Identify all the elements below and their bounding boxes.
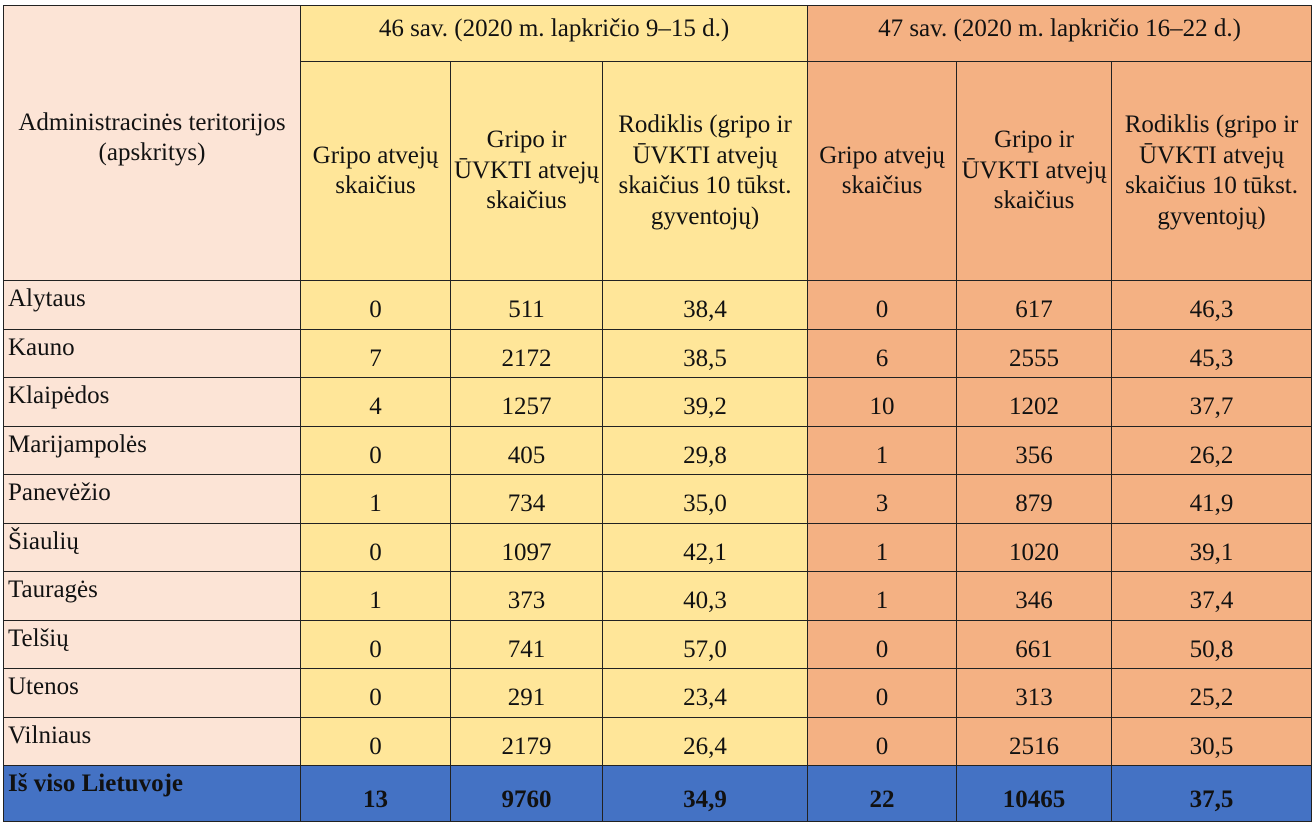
w47-value-cell: 26,2 xyxy=(1111,425,1313,475)
w47-value-cell: 356 xyxy=(956,425,1113,475)
table-row: Šiaulių 0 1097 42,1 1 1020 39,1 xyxy=(3,522,1313,572)
table-row: Tauragės 1 373 40,3 1 346 37,4 xyxy=(3,571,1313,621)
w46-value-cell: 40,3 xyxy=(601,571,809,621)
table-row: Kauno 7 2172 38,5 6 2555 45,3 xyxy=(3,328,1313,378)
table-row: Marijampolės 0 405 29,8 1 356 26,2 xyxy=(3,425,1313,475)
w47-value-cell: 6 xyxy=(807,328,958,378)
w47-value-cell: 50,8 xyxy=(1111,619,1313,669)
w47-value-cell: 1202 xyxy=(956,377,1113,427)
w47-value-cell: 617 xyxy=(956,280,1113,330)
w46-value-cell: 1097 xyxy=(450,522,603,572)
w47-flu-cases-header: Gripo atvejų skaičius xyxy=(807,61,958,281)
w46-value-cell: 1 xyxy=(300,571,451,621)
w46-rate-header: Rodiklis (gripo ir ŪVKTI atvejų skaičius… xyxy=(601,61,809,281)
w47-value-cell: 1020 xyxy=(956,522,1113,572)
w47-value-cell: 39,1 xyxy=(1111,522,1313,572)
w46-value-cell: 0 xyxy=(300,280,451,330)
total-w47-value-cell: 37,5 xyxy=(1111,765,1313,822)
w47-value-cell: 30,5 xyxy=(1111,716,1313,766)
region-name-cell: Marijampolės xyxy=(3,425,301,475)
table-row: Klaipėdos 4 1257 39,2 10 1202 37,7 xyxy=(3,377,1313,427)
w47-value-cell: 41,9 xyxy=(1111,474,1313,524)
w47-value-cell: 2516 xyxy=(956,716,1113,766)
table-row: Telšių 0 741 57,0 0 661 50,8 xyxy=(3,619,1313,669)
region-name-cell: Šiaulių xyxy=(3,522,301,572)
w46-value-cell: 0 xyxy=(300,619,451,669)
w46-value-cell: 373 xyxy=(450,571,603,621)
w47-value-cell: 1 xyxy=(807,425,958,475)
region-name-cell: Kauno xyxy=(3,328,301,378)
w46-value-cell: 405 xyxy=(450,425,603,475)
region-name-cell: Tauragės xyxy=(3,571,301,621)
w47-flu-ari-cases-header: Gripo ir ŪVKTI atvejų skaičius xyxy=(956,61,1113,281)
w46-value-cell: 1 xyxy=(300,474,451,524)
w46-value-cell: 38,5 xyxy=(601,328,809,378)
w46-value-cell: 734 xyxy=(450,474,603,524)
total-w46-value-cell: 9760 xyxy=(450,765,603,822)
total-w47-value-cell: 22 xyxy=(807,765,958,822)
w47-value-cell: 3 xyxy=(807,474,958,524)
w46-value-cell: 511 xyxy=(450,280,603,330)
total-w47-value-cell: 10465 xyxy=(956,765,1113,822)
flu-statistics-table: Administracinės teritorijos (apskritys) … xyxy=(3,5,1313,822)
total-w46-value-cell: 13 xyxy=(300,765,451,822)
week46-header: 46 sav. (2020 m. lapkričio 9–15 d.) xyxy=(299,5,809,62)
w46-value-cell: 42,1 xyxy=(601,522,809,572)
table-row: Alytaus 0 511 38,4 0 617 46,3 xyxy=(3,280,1313,330)
region-name-cell: Panevėžio xyxy=(3,474,301,524)
w46-value-cell: 0 xyxy=(300,425,451,475)
table-row: Utenos 0 291 23,4 0 313 25,2 xyxy=(3,668,1313,718)
w46-value-cell: 2179 xyxy=(450,716,603,766)
region-name-cell: Utenos xyxy=(3,668,301,718)
w47-value-cell: 45,3 xyxy=(1111,328,1313,378)
w46-value-cell: 1257 xyxy=(450,377,603,427)
w47-value-cell: 0 xyxy=(807,716,958,766)
w46-value-cell: 0 xyxy=(300,716,451,766)
w46-flu-cases-header: Gripo atvejų skaičius xyxy=(300,61,451,281)
table-body: Alytaus 0 511 38,4 0 617 46,3 Kauno 7 2172 38,5 6 25… xyxy=(3,280,1313,822)
total-row: Iš viso Lietuvoje 13 9760 34,9 22 10465 37,5 xyxy=(3,765,1313,822)
table-row: Vilniaus 0 2179 26,4 0 2516 30,5 xyxy=(3,716,1313,766)
w47-rate-header: Rodiklis (gripo ir ŪVKTI atvejų skaičius… xyxy=(1111,61,1313,281)
w47-value-cell: 661 xyxy=(956,619,1113,669)
w47-value-cell: 346 xyxy=(956,571,1113,621)
region-name-cell: Klaipėdos xyxy=(3,377,301,427)
w47-value-cell: 0 xyxy=(807,280,958,330)
w46-value-cell: 2172 xyxy=(450,328,603,378)
w46-value-cell: 7 xyxy=(300,328,451,378)
w46-flu-ari-cases-header: Gripo ir ŪVKTI atvejų skaičius xyxy=(450,61,603,281)
w46-value-cell: 35,0 xyxy=(601,474,809,524)
w47-value-cell: 37,4 xyxy=(1111,571,1313,621)
w46-value-cell: 38,4 xyxy=(601,280,809,330)
w46-value-cell: 291 xyxy=(450,668,603,718)
table-row: Panevėžio 1 734 35,0 3 879 41,9 xyxy=(3,474,1313,524)
w47-value-cell: 1 xyxy=(807,522,958,572)
w46-value-cell: 26,4 xyxy=(601,716,809,766)
w47-value-cell: 37,7 xyxy=(1111,377,1313,427)
w47-value-cell: 313 xyxy=(956,668,1113,718)
w47-value-cell: 25,2 xyxy=(1111,668,1313,718)
w46-value-cell: 4 xyxy=(300,377,451,427)
w47-value-cell: 0 xyxy=(807,668,958,718)
w47-value-cell: 10 xyxy=(807,377,958,427)
w46-value-cell: 23,4 xyxy=(601,668,809,718)
w46-value-cell: 741 xyxy=(450,619,603,669)
week47-header: 47 sav. (2020 m. lapkričio 16–22 d.) xyxy=(807,5,1313,62)
w47-value-cell: 1 xyxy=(807,571,958,621)
w46-value-cell: 29,8 xyxy=(601,425,809,475)
region-name-cell: Alytaus xyxy=(3,280,301,330)
admin-territories-header: Administracinės teritorijos (apskritys) xyxy=(3,5,301,281)
w47-value-cell: 2555 xyxy=(956,328,1113,378)
w46-value-cell: 0 xyxy=(300,668,451,718)
total-w46-value-cell: 34,9 xyxy=(601,765,809,822)
w46-value-cell: 57,0 xyxy=(601,619,809,669)
region-name-cell: Telšių xyxy=(3,619,301,669)
w46-value-cell: 0 xyxy=(300,522,451,572)
region-name-cell: Vilniaus xyxy=(3,716,301,766)
w47-value-cell: 879 xyxy=(956,474,1113,524)
w47-value-cell: 46,3 xyxy=(1111,280,1313,330)
w47-value-cell: 0 xyxy=(807,619,958,669)
total-label-cell: Iš viso Lietuvoje xyxy=(3,765,301,822)
w46-value-cell: 39,2 xyxy=(601,377,809,427)
